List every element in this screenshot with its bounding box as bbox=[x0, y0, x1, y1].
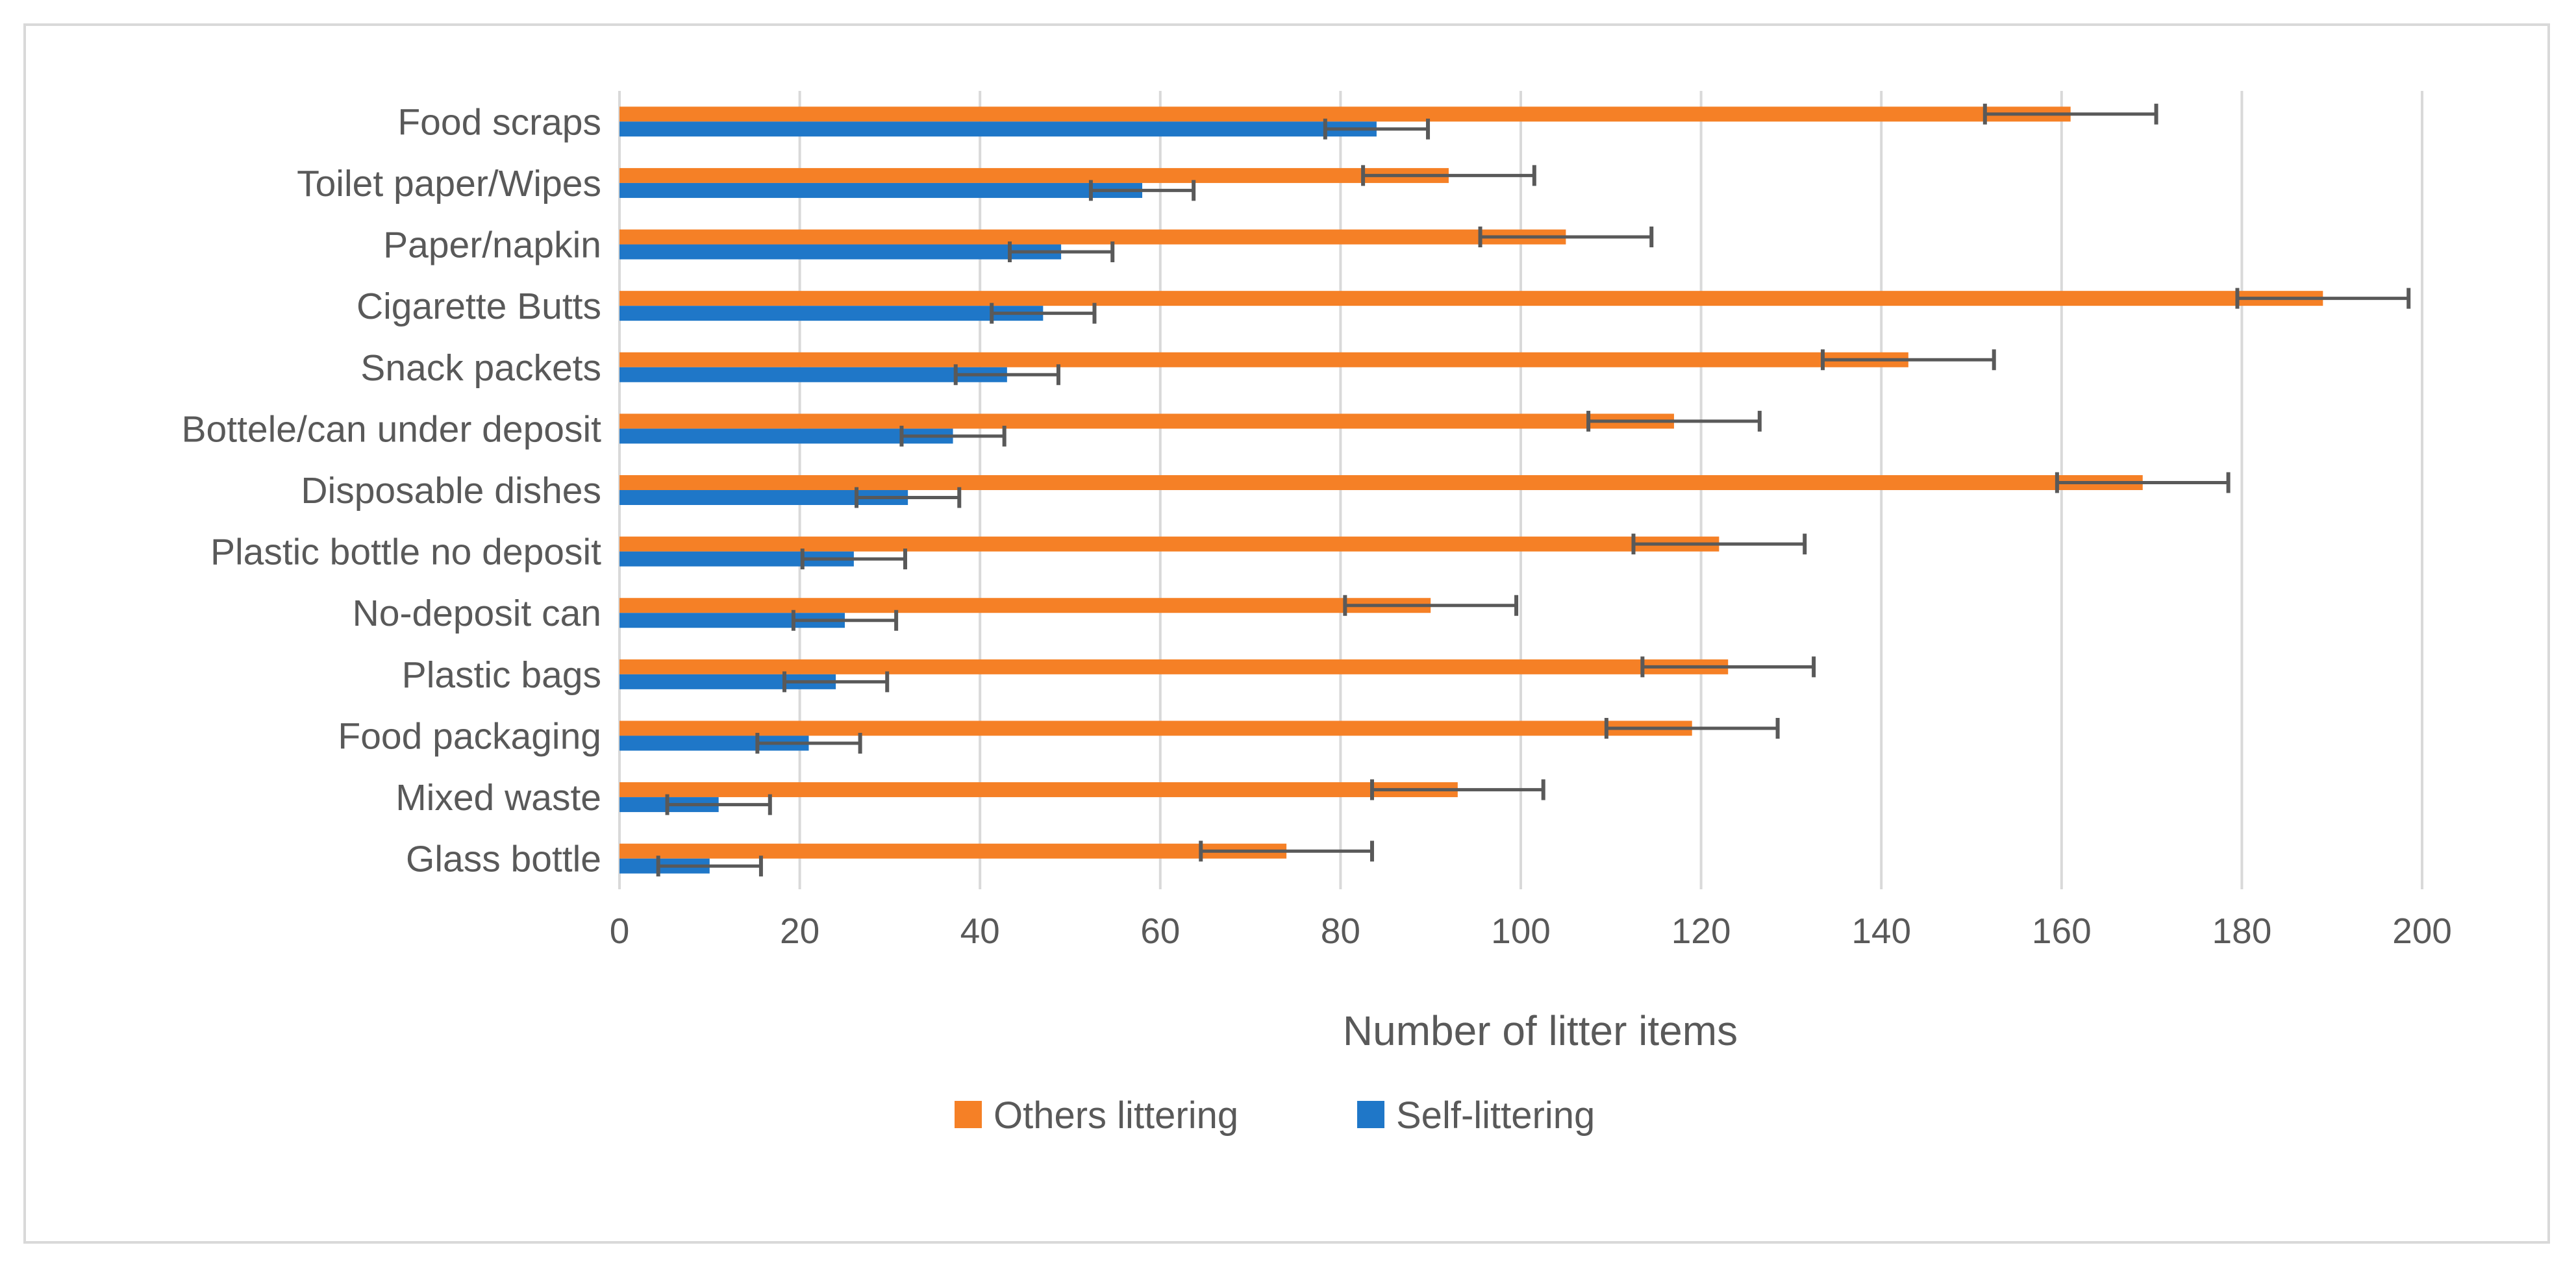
legend-label: Self-littering bbox=[1396, 1094, 1595, 1137]
bar-others-littering bbox=[619, 598, 1431, 613]
category-label: Toilet paper/Wipes bbox=[297, 163, 601, 204]
bar-self-littering bbox=[619, 674, 836, 689]
bar-self-littering bbox=[619, 367, 1007, 382]
x-tick-label: 120 bbox=[1671, 911, 1731, 951]
x-tick-label: 40 bbox=[960, 911, 1000, 951]
legend-swatch bbox=[1357, 1101, 1384, 1128]
category-label: Paper/napkin bbox=[383, 225, 601, 266]
error-bar bbox=[1631, 534, 1807, 555]
error-bar bbox=[899, 425, 1007, 447]
x-tick-label: 100 bbox=[1491, 911, 1551, 951]
error-bar bbox=[665, 794, 772, 815]
error-bar bbox=[855, 487, 962, 508]
bars bbox=[619, 106, 2323, 874]
error-bar bbox=[1982, 103, 2158, 125]
error-bar bbox=[1008, 241, 1115, 263]
bar-chart: Food scraps Toilet paper/Wipes Paper/napki… bbox=[182, 91, 2452, 1137]
x-tick-labels: 0 20 40 60 80 100 120 140 160 180 200 bbox=[610, 911, 2452, 951]
x-tick-label: 0 bbox=[610, 911, 630, 951]
legend-label: Others littering bbox=[994, 1094, 1238, 1137]
category-label: Bottele/can under deposit bbox=[182, 408, 602, 450]
error-bar bbox=[1088, 180, 1196, 201]
error-bar bbox=[1369, 779, 1545, 800]
bar-others-littering bbox=[619, 352, 1908, 367]
bar-others-littering bbox=[619, 659, 1729, 674]
category-label: Snack packets bbox=[360, 347, 601, 389]
category-label: Cigarette Butts bbox=[356, 286, 601, 327]
bar-self-littering bbox=[619, 735, 809, 751]
bar-self-littering bbox=[619, 428, 953, 444]
error-bar bbox=[755, 732, 862, 754]
error-bar bbox=[1323, 118, 1431, 140]
bar-others-littering bbox=[619, 721, 1692, 736]
error-bar bbox=[1343, 595, 1519, 616]
bar-others-littering bbox=[619, 291, 2323, 306]
legend-item: Self-littering bbox=[1357, 1094, 1595, 1137]
error-bar bbox=[1820, 349, 1996, 371]
error-bar bbox=[1586, 410, 1762, 432]
category-label: Glass bottle bbox=[406, 839, 601, 880]
bar-self-littering bbox=[619, 306, 1044, 321]
bar-self-littering bbox=[619, 244, 1062, 260]
legend-swatch bbox=[955, 1101, 982, 1128]
x-tick-label: 140 bbox=[1851, 911, 1911, 951]
bar-self-littering bbox=[619, 182, 1143, 198]
error-bar bbox=[791, 610, 899, 631]
x-tick-label: 20 bbox=[780, 911, 819, 951]
chart-frame: Food scraps Toilet paper/Wipes Paper/napki… bbox=[23, 23, 2550, 1244]
error-bar bbox=[2235, 288, 2411, 309]
bar-self-littering bbox=[619, 551, 854, 567]
x-tick-label: 80 bbox=[1321, 911, 1360, 951]
category-label: Food scraps bbox=[397, 101, 601, 143]
bar-self-littering bbox=[619, 121, 1377, 137]
error-bar bbox=[990, 302, 1097, 324]
error-bar bbox=[2055, 472, 2231, 493]
category-label: Mixed waste bbox=[395, 777, 601, 819]
error-bar bbox=[800, 548, 907, 570]
category-label: Plastic bottle no deposit bbox=[210, 532, 601, 573]
error-bar bbox=[1604, 717, 1780, 739]
bar-others-littering bbox=[619, 106, 2071, 122]
bar-others-littering bbox=[619, 167, 1449, 183]
bar-others-littering bbox=[619, 413, 1674, 429]
x-tick-label: 60 bbox=[1140, 911, 1180, 951]
bar-others-littering bbox=[619, 229, 1566, 245]
x-tick-label: 200 bbox=[2392, 911, 2452, 951]
x-axis-title: Number of litter items bbox=[1343, 1007, 1738, 1054]
bar-self-littering bbox=[619, 613, 845, 628]
bar-others-littering bbox=[619, 475, 2143, 490]
x-tick-label: 160 bbox=[2032, 911, 2092, 951]
bar-self-littering bbox=[619, 490, 908, 505]
x-tick-label: 180 bbox=[2212, 911, 2272, 951]
bar-others-littering bbox=[619, 782, 1458, 798]
category-label: Disposable dishes bbox=[301, 470, 601, 511]
error-bar bbox=[1640, 656, 1816, 678]
error-bars bbox=[656, 103, 2411, 877]
legend-item: Others littering bbox=[955, 1094, 1238, 1137]
category-label: Food packaging bbox=[338, 715, 601, 757]
error-bar bbox=[656, 856, 763, 877]
error-bar bbox=[1478, 227, 1654, 248]
error-bar bbox=[953, 364, 1060, 386]
category-label: No-deposit can bbox=[353, 593, 601, 634]
category-label: Plastic bags bbox=[402, 654, 601, 696]
error-bar bbox=[1199, 841, 1374, 862]
legend: Others littering Self-littering bbox=[955, 1094, 1595, 1137]
bar-others-littering bbox=[619, 536, 1719, 552]
category-labels: Food scraps Toilet paper/Wipes Paper/napki… bbox=[182, 101, 602, 880]
error-bar bbox=[782, 671, 890, 693]
bar-others-littering bbox=[619, 843, 1287, 859]
error-bar bbox=[1361, 165, 1536, 186]
